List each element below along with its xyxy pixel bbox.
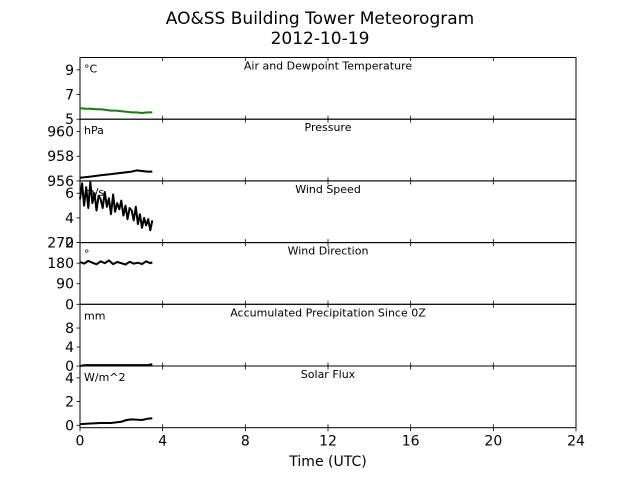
series-line-pressure [79, 169, 153, 179]
y-tick-label: 7 [65, 88, 74, 104]
panel-solar-flux: 0 2 4 Solar Flux W/m^2 [65, 365, 577, 434]
x-tick-label: 16 [402, 434, 420, 450]
series-line-air-and-dewpoint-temperature [79, 107, 153, 114]
panel-accumulated-precipitation-since-0z: 0 4 8 Accumulated Precipitation Since 0Z mm [65, 303, 577, 375]
panel-title: Air and Dewpoint Temperature [244, 60, 412, 73]
y-tick-label: 0 [65, 297, 74, 313]
y-tick-label: 8 [65, 321, 74, 337]
chart-panels: 579 Air and Dewpoint Temperature°C9569589… [47, 57, 577, 434]
panel-wind-direction: 0 90 180 270 Wind Direction ° [47, 236, 577, 313]
series-line-solar-flux [79, 417, 153, 426]
y-tick-label: 9 [65, 63, 74, 79]
x-tick-label: 0 [76, 434, 85, 450]
y-tick-label: 0 [65, 418, 74, 434]
y-tick-label: 5 [65, 112, 74, 128]
panel-title: Pressure [305, 121, 352, 134]
y-tick-label: 2 [65, 395, 74, 411]
x-tick-label: 8 [241, 434, 250, 450]
x-tick-label: 24 [567, 434, 585, 450]
y-tick-label: 6 [65, 186, 74, 202]
y-tick-label: 4 [65, 371, 74, 387]
x-tick-label: 4 [158, 434, 167, 450]
x-axis: 0 4 8 12 16 20 24 [76, 427, 585, 450]
panel-title: Solar Flux [301, 368, 356, 381]
x-tick-label: 20 [484, 434, 502, 450]
y-tick-label: 4 [65, 211, 74, 227]
y-tick-label: 4 [65, 340, 74, 356]
panel-unit-label: W/m^2 [84, 371, 126, 384]
panel-unit-label: hPa [84, 124, 104, 137]
panel-unit-label: ° [84, 248, 90, 261]
y-tick-label: 90 [56, 277, 74, 293]
x-tick-label: 12 [319, 434, 337, 450]
y-tick-label: 0 [65, 359, 74, 375]
y-tick-label: 270 [47, 236, 74, 252]
panel-title: Accumulated Precipitation Since 0Z [230, 306, 426, 319]
panel-title: Wind Direction [288, 245, 369, 258]
panel-unit-label: mm [84, 309, 105, 322]
y-tick-label: 958 [47, 149, 74, 165]
series-line-wind-speed [79, 181, 154, 232]
y-tick-label: 180 [47, 256, 74, 272]
panel-unit-label: °C [84, 63, 98, 76]
panel-title: Wind Speed [295, 183, 361, 196]
figure-date: 2012-10-19 [271, 29, 370, 49]
y-tick-label: 960 [47, 125, 74, 141]
panel-pressure: 956 958 960 Pressure hPa [47, 118, 577, 190]
figure-title: AO&SS Building Tower Meteorogram [166, 9, 474, 29]
series-line-wind-direction [79, 259, 153, 266]
y-tick-label: 956 [47, 174, 74, 190]
y-tick-label: 2 [65, 236, 74, 252]
panel-air-and-dewpoint-temperature: 5 7 9 Air and Dewpoint Temperature °C [65, 57, 577, 128]
x-axis-label: Time (UTC) [288, 454, 366, 470]
